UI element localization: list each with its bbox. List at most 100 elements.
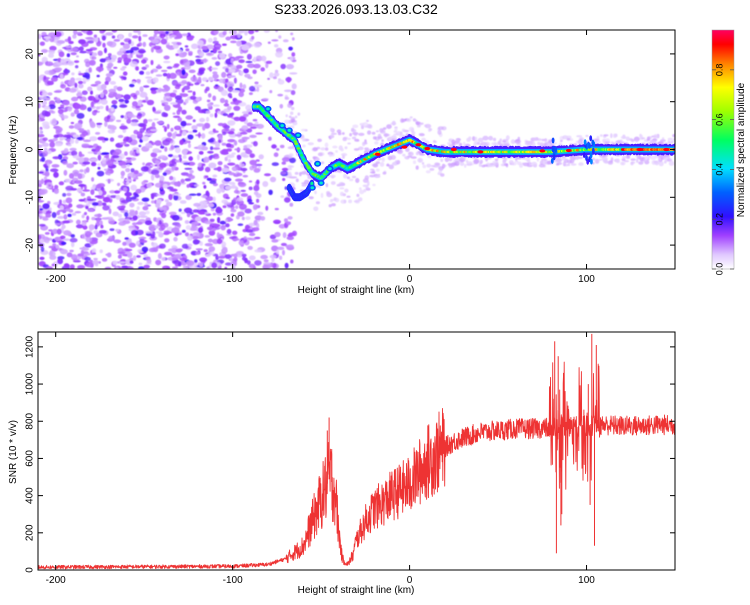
noise-speck (155, 140, 162, 146)
noise-speck (151, 200, 155, 203)
noise-speck (249, 92, 253, 95)
noise-speck (221, 152, 229, 155)
noise-speck (153, 118, 159, 120)
noise-speck (292, 83, 297, 89)
noise-speck (85, 61, 90, 67)
noise-speck (147, 79, 152, 84)
noise-speck (107, 160, 114, 166)
noise-speck (82, 221, 87, 226)
noise-speck (440, 159, 443, 162)
noise-speck (227, 163, 235, 166)
ridge-peak (298, 149, 302, 152)
noise-speck (53, 138, 58, 142)
noise-speck (402, 119, 406, 122)
noise-speck (266, 61, 272, 64)
noise-speck (153, 231, 156, 236)
noise-speck (635, 140, 638, 142)
noise-speck (141, 172, 144, 175)
noise-speck (110, 137, 114, 141)
noise-speck (113, 67, 117, 69)
noise-speck (219, 53, 225, 58)
noise-speck (653, 134, 659, 139)
noise-speck (232, 166, 238, 171)
noise-speck (313, 147, 318, 151)
noise-speck (482, 136, 488, 141)
noise-speck (180, 93, 183, 96)
noise-speck (187, 134, 193, 139)
noise-speck (448, 163, 452, 166)
noise-speck (232, 90, 240, 93)
noise-speck (463, 142, 466, 146)
noise-speck (626, 137, 630, 142)
noise-speck (289, 153, 294, 157)
noise-speck (76, 204, 84, 208)
noise-speck (278, 35, 281, 39)
noise-speck (101, 84, 107, 90)
streak-blob (584, 139, 587, 145)
noise-speck (358, 133, 364, 136)
noise-speck (208, 239, 213, 243)
noise-speck (163, 232, 169, 235)
noise-speck (381, 139, 384, 142)
noise-speck (184, 168, 192, 170)
noise-speck (163, 73, 168, 77)
noise-speck (126, 137, 132, 143)
noise-speck (217, 217, 220, 223)
noise-speck (290, 112, 293, 115)
noise-speck (174, 193, 181, 196)
noise-speck (178, 262, 181, 267)
noise-speck (73, 162, 78, 165)
noise-speck (52, 212, 57, 218)
noise-speck (386, 124, 392, 129)
noise-speck (157, 121, 164, 124)
noise-speck (658, 157, 661, 161)
noise-speck (106, 60, 112, 62)
noise-speck (60, 249, 68, 254)
noise-speck (347, 138, 351, 140)
noise-speck (128, 176, 131, 179)
noise-speck (88, 209, 94, 212)
noise-speck (193, 203, 201, 207)
noise-speck (244, 236, 247, 239)
y-tick-label: -20 (25, 237, 36, 252)
noise-speck (171, 227, 179, 233)
noise-speck (39, 214, 43, 217)
noise-speck (265, 206, 268, 211)
noise-speck (198, 163, 202, 168)
noise-speck (189, 70, 196, 74)
noise-speck (198, 109, 206, 113)
noise-speck (344, 200, 347, 204)
noise-speck (104, 121, 107, 127)
noise-speck (196, 123, 204, 126)
noise-speck (206, 191, 210, 197)
noise-speck (125, 237, 129, 240)
noise-speck (348, 200, 352, 204)
noise-speck (225, 157, 228, 161)
noise-speck (481, 144, 487, 146)
noise-speck (380, 162, 385, 167)
noise-speck (167, 132, 172, 137)
noise-speck (55, 223, 61, 226)
noise-speck (668, 138, 673, 141)
noise-speck (237, 211, 244, 216)
noise-speck (163, 113, 168, 117)
noise-speck (62, 225, 66, 229)
streak-blob (553, 154, 556, 160)
noise-speck (221, 72, 226, 78)
noise-speck (91, 162, 96, 166)
noise-speck (210, 146, 213, 150)
noise-speck (47, 81, 54, 86)
noise-speck (145, 64, 149, 67)
noise-speck (142, 34, 147, 37)
noise-speck (245, 216, 250, 220)
noise-speck (62, 161, 68, 165)
noise-speck (340, 148, 343, 151)
noise-speck (142, 162, 145, 165)
noise-speck (188, 156, 193, 161)
noise-speck (75, 65, 78, 68)
noise-speck (610, 133, 612, 138)
noise-speck (128, 33, 132, 37)
noise-speck (151, 193, 154, 199)
noise-speck (182, 33, 189, 36)
noise-speck (181, 110, 186, 115)
